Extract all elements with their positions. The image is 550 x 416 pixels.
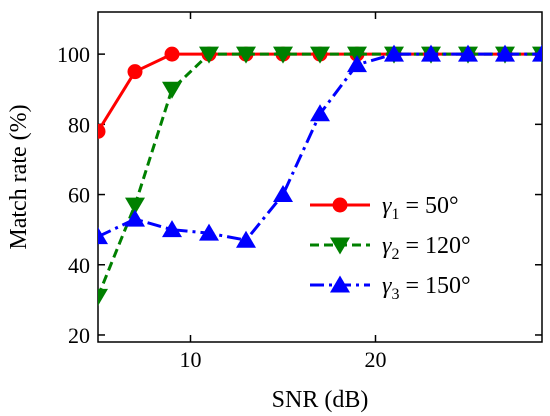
series-3-point (125, 209, 145, 227)
series-1-point (127, 64, 143, 80)
series-1-point (98, 123, 106, 139)
legend-marker (332, 197, 348, 213)
series-3-point (458, 44, 478, 62)
legend-item: γ1 = 50° (310, 193, 459, 223)
series-2 (98, 46, 542, 306)
series-3-point (347, 55, 367, 73)
legend-item: γ3 = 150° (310, 273, 471, 303)
y-tick-label: 60 (68, 183, 90, 208)
y-tick-label: 80 (68, 112, 90, 137)
series-3-point (384, 44, 404, 62)
y-axis-label: Match rate (%) (6, 104, 32, 249)
series-2-point (310, 46, 330, 64)
legend-marker (330, 237, 350, 255)
x-tick-label: 10 (180, 347, 202, 372)
x-axis: 10 20 (180, 12, 387, 372)
series-3-point (98, 227, 108, 245)
x-tick-label: 20 (365, 347, 387, 372)
series-3 (98, 44, 542, 248)
series-3-point (162, 220, 182, 238)
series-3-point (236, 230, 256, 248)
y-tick-label: 100 (57, 42, 90, 67)
series-3-point (310, 104, 330, 122)
y-tick-label: 40 (68, 253, 90, 278)
series-2-point (125, 197, 145, 215)
series-2-point (347, 46, 367, 64)
legend-marker (330, 275, 350, 293)
y-axis: 20 40 60 80 100 (57, 42, 542, 348)
legend: γ1 = 50° γ2 = 120° γ3 = 150° (310, 193, 471, 303)
legend-label: γ1 = 50° (382, 193, 459, 223)
series-2-point (98, 288, 108, 306)
series-2-line (98, 52, 542, 297)
y-tick-label: 20 (68, 323, 90, 348)
series-2-point (273, 46, 293, 64)
series-3-point (532, 44, 542, 62)
series-3-point (421, 44, 441, 62)
legend-item: γ2 = 120° (310, 233, 471, 263)
legend-label: γ3 = 150° (382, 273, 471, 303)
series-2-point (199, 46, 219, 64)
series-3-point (199, 223, 219, 241)
legend-label: γ2 = 120° (382, 233, 471, 263)
series-2-point (236, 46, 256, 64)
plot-frame (97, 11, 543, 343)
series-layer (98, 44, 542, 306)
series-3-point (495, 44, 515, 62)
x-axis-label: SNR (dB) (272, 387, 369, 413)
series-1-point (164, 46, 180, 62)
series-2-point (162, 81, 182, 99)
series-3-point (273, 185, 293, 203)
